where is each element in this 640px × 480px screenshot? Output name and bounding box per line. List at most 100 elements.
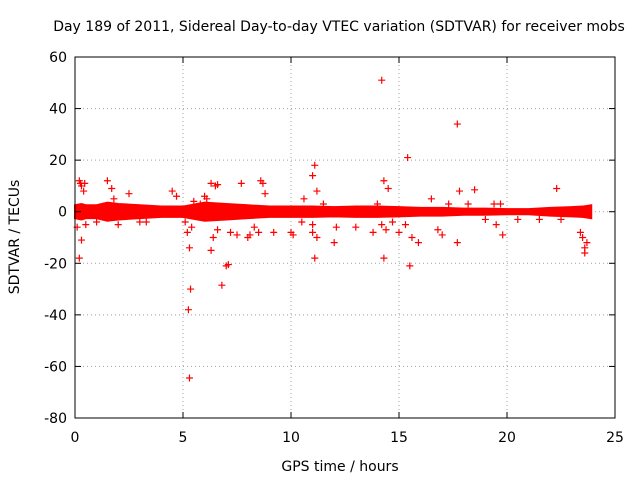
y-tick-label: -40	[44, 308, 67, 324]
data-point	[181, 218, 189, 226]
x-tick-label: 5	[179, 430, 188, 446]
data-point	[80, 187, 88, 195]
data-point	[497, 200, 505, 208]
data-point	[581, 249, 589, 257]
data-point	[227, 228, 235, 236]
data-point	[311, 254, 319, 262]
data-point	[319, 200, 327, 208]
data-point	[311, 161, 319, 169]
y-tick-label: 40	[49, 102, 67, 118]
data-point	[224, 261, 232, 269]
data-points	[73, 76, 591, 382]
data-point	[300, 195, 308, 203]
data-band	[74, 201, 593, 222]
data-point	[583, 239, 591, 247]
data-point	[75, 254, 83, 262]
data-point	[233, 231, 241, 239]
data-point	[373, 200, 381, 208]
data-point	[380, 254, 388, 262]
data-point	[490, 200, 498, 208]
data-point	[352, 223, 360, 231]
data-point	[395, 228, 403, 236]
data-point	[190, 197, 198, 205]
data-point	[173, 192, 181, 200]
data-point	[408, 234, 416, 241]
data-point	[168, 187, 176, 195]
data-point	[332, 223, 340, 231]
data-point	[414, 239, 422, 247]
data-point	[207, 246, 215, 254]
data-point	[196, 200, 204, 208]
data-point	[481, 215, 489, 223]
data-point	[114, 221, 122, 229]
data-point	[136, 218, 144, 226]
data-point	[185, 244, 193, 252]
data-point	[378, 76, 386, 84]
plot-frame	[74, 56, 616, 419]
y-tick-label: 20	[49, 153, 67, 169]
x-tick-label: 0	[71, 430, 80, 446]
y-tick-label: -80	[44, 411, 67, 427]
data-point	[471, 186, 479, 194]
data-point	[434, 226, 442, 234]
data-point	[93, 218, 101, 226]
data-point	[384, 185, 392, 193]
data-point	[187, 285, 195, 293]
y-axis-label: SDTVAR / TECUs	[7, 180, 23, 295]
x-tick-label: 10	[282, 430, 300, 446]
data-point	[237, 179, 245, 187]
data-point	[369, 228, 377, 236]
data-point	[499, 231, 507, 239]
x-axis-label: GPS time / hours	[281, 459, 398, 475]
data-point	[270, 228, 278, 236]
data-point	[214, 181, 222, 189]
data-point	[110, 195, 118, 203]
data-point	[464, 200, 472, 208]
data-point	[246, 231, 254, 239]
data-point	[309, 221, 317, 229]
data-point	[108, 185, 116, 193]
data-point	[438, 231, 446, 239]
data-point	[203, 195, 211, 203]
data-point	[218, 281, 226, 289]
x-tick-label: 15	[390, 430, 408, 446]
data-point	[557, 215, 565, 223]
data-point	[184, 306, 192, 314]
data-point	[185, 374, 193, 382]
chart-title: Day 189 of 2011, Sidereal Day-to-day VTE…	[53, 19, 625, 35]
data-point	[455, 187, 463, 195]
data-point	[259, 179, 267, 187]
data-point	[492, 221, 500, 229]
y-tick-label: 0	[58, 205, 67, 221]
y-tick-label: -60	[44, 359, 67, 375]
data-point	[579, 234, 587, 241]
data-point	[389, 218, 397, 226]
data-point	[289, 231, 297, 239]
sdtvar-band	[74, 201, 593, 222]
data-point	[514, 215, 522, 223]
data-point	[125, 190, 133, 198]
data-point	[382, 226, 390, 234]
data-point	[445, 200, 453, 208]
data-point	[298, 218, 306, 226]
data-point	[406, 262, 414, 270]
data-point	[103, 177, 111, 185]
data-point	[576, 228, 584, 236]
grid-lines	[75, 57, 615, 418]
data-point	[309, 228, 317, 236]
data-point	[535, 215, 543, 223]
x-tick-label: 20	[498, 430, 516, 446]
data-point	[427, 195, 435, 203]
data-point	[188, 223, 196, 231]
data-point	[453, 239, 461, 247]
x-tick-label: 25	[606, 430, 624, 446]
data-point	[453, 120, 461, 128]
data-point	[209, 234, 217, 241]
data-point	[142, 218, 150, 226]
data-point	[261, 190, 269, 198]
data-point	[77, 236, 85, 244]
data-point	[553, 185, 561, 193]
data-point	[309, 172, 317, 180]
axis-ticks: 0 5 10 15 20 25 -80 -60 -40 -20 0 20 40 60	[44, 50, 624, 446]
